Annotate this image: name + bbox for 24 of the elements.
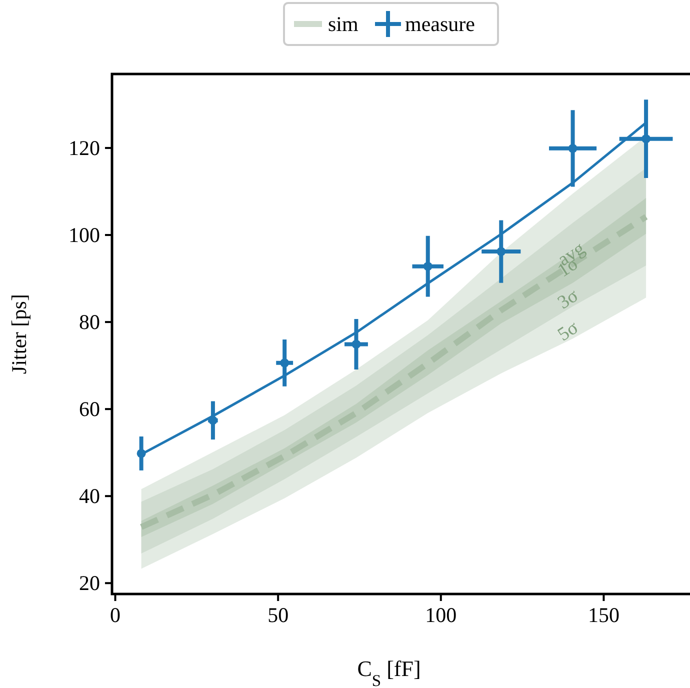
legend-label: measure (405, 12, 475, 36)
x-tick-label: 0 (110, 603, 121, 627)
annotation: 3σ (554, 285, 582, 314)
point (423, 262, 432, 271)
legend-label: sim (328, 12, 358, 36)
point (352, 340, 361, 349)
y-tick-label: 120 (68, 136, 100, 160)
x-axis-title: C$_{S}$ [fF] (357, 656, 421, 688)
x-tick-label: 150 (588, 603, 620, 627)
y-axis-title: Jitter [ps] (7, 294, 31, 374)
point (208, 416, 218, 425)
x-tick-label: 50 (268, 603, 289, 627)
point (568, 144, 578, 153)
y-tick-label: 60 (79, 397, 100, 422)
y-tick-label: 80 (79, 310, 100, 334)
point (496, 247, 506, 256)
point (136, 448, 146, 458)
y-tick-label: 40 (79, 484, 100, 508)
annotation: 5σ (554, 317, 582, 346)
y-tick-label: 20 (79, 571, 100, 596)
x-tick-label: 100 (425, 603, 457, 627)
point (642, 134, 651, 144)
point (280, 358, 290, 368)
y-tick-label: 100 (68, 223, 100, 248)
